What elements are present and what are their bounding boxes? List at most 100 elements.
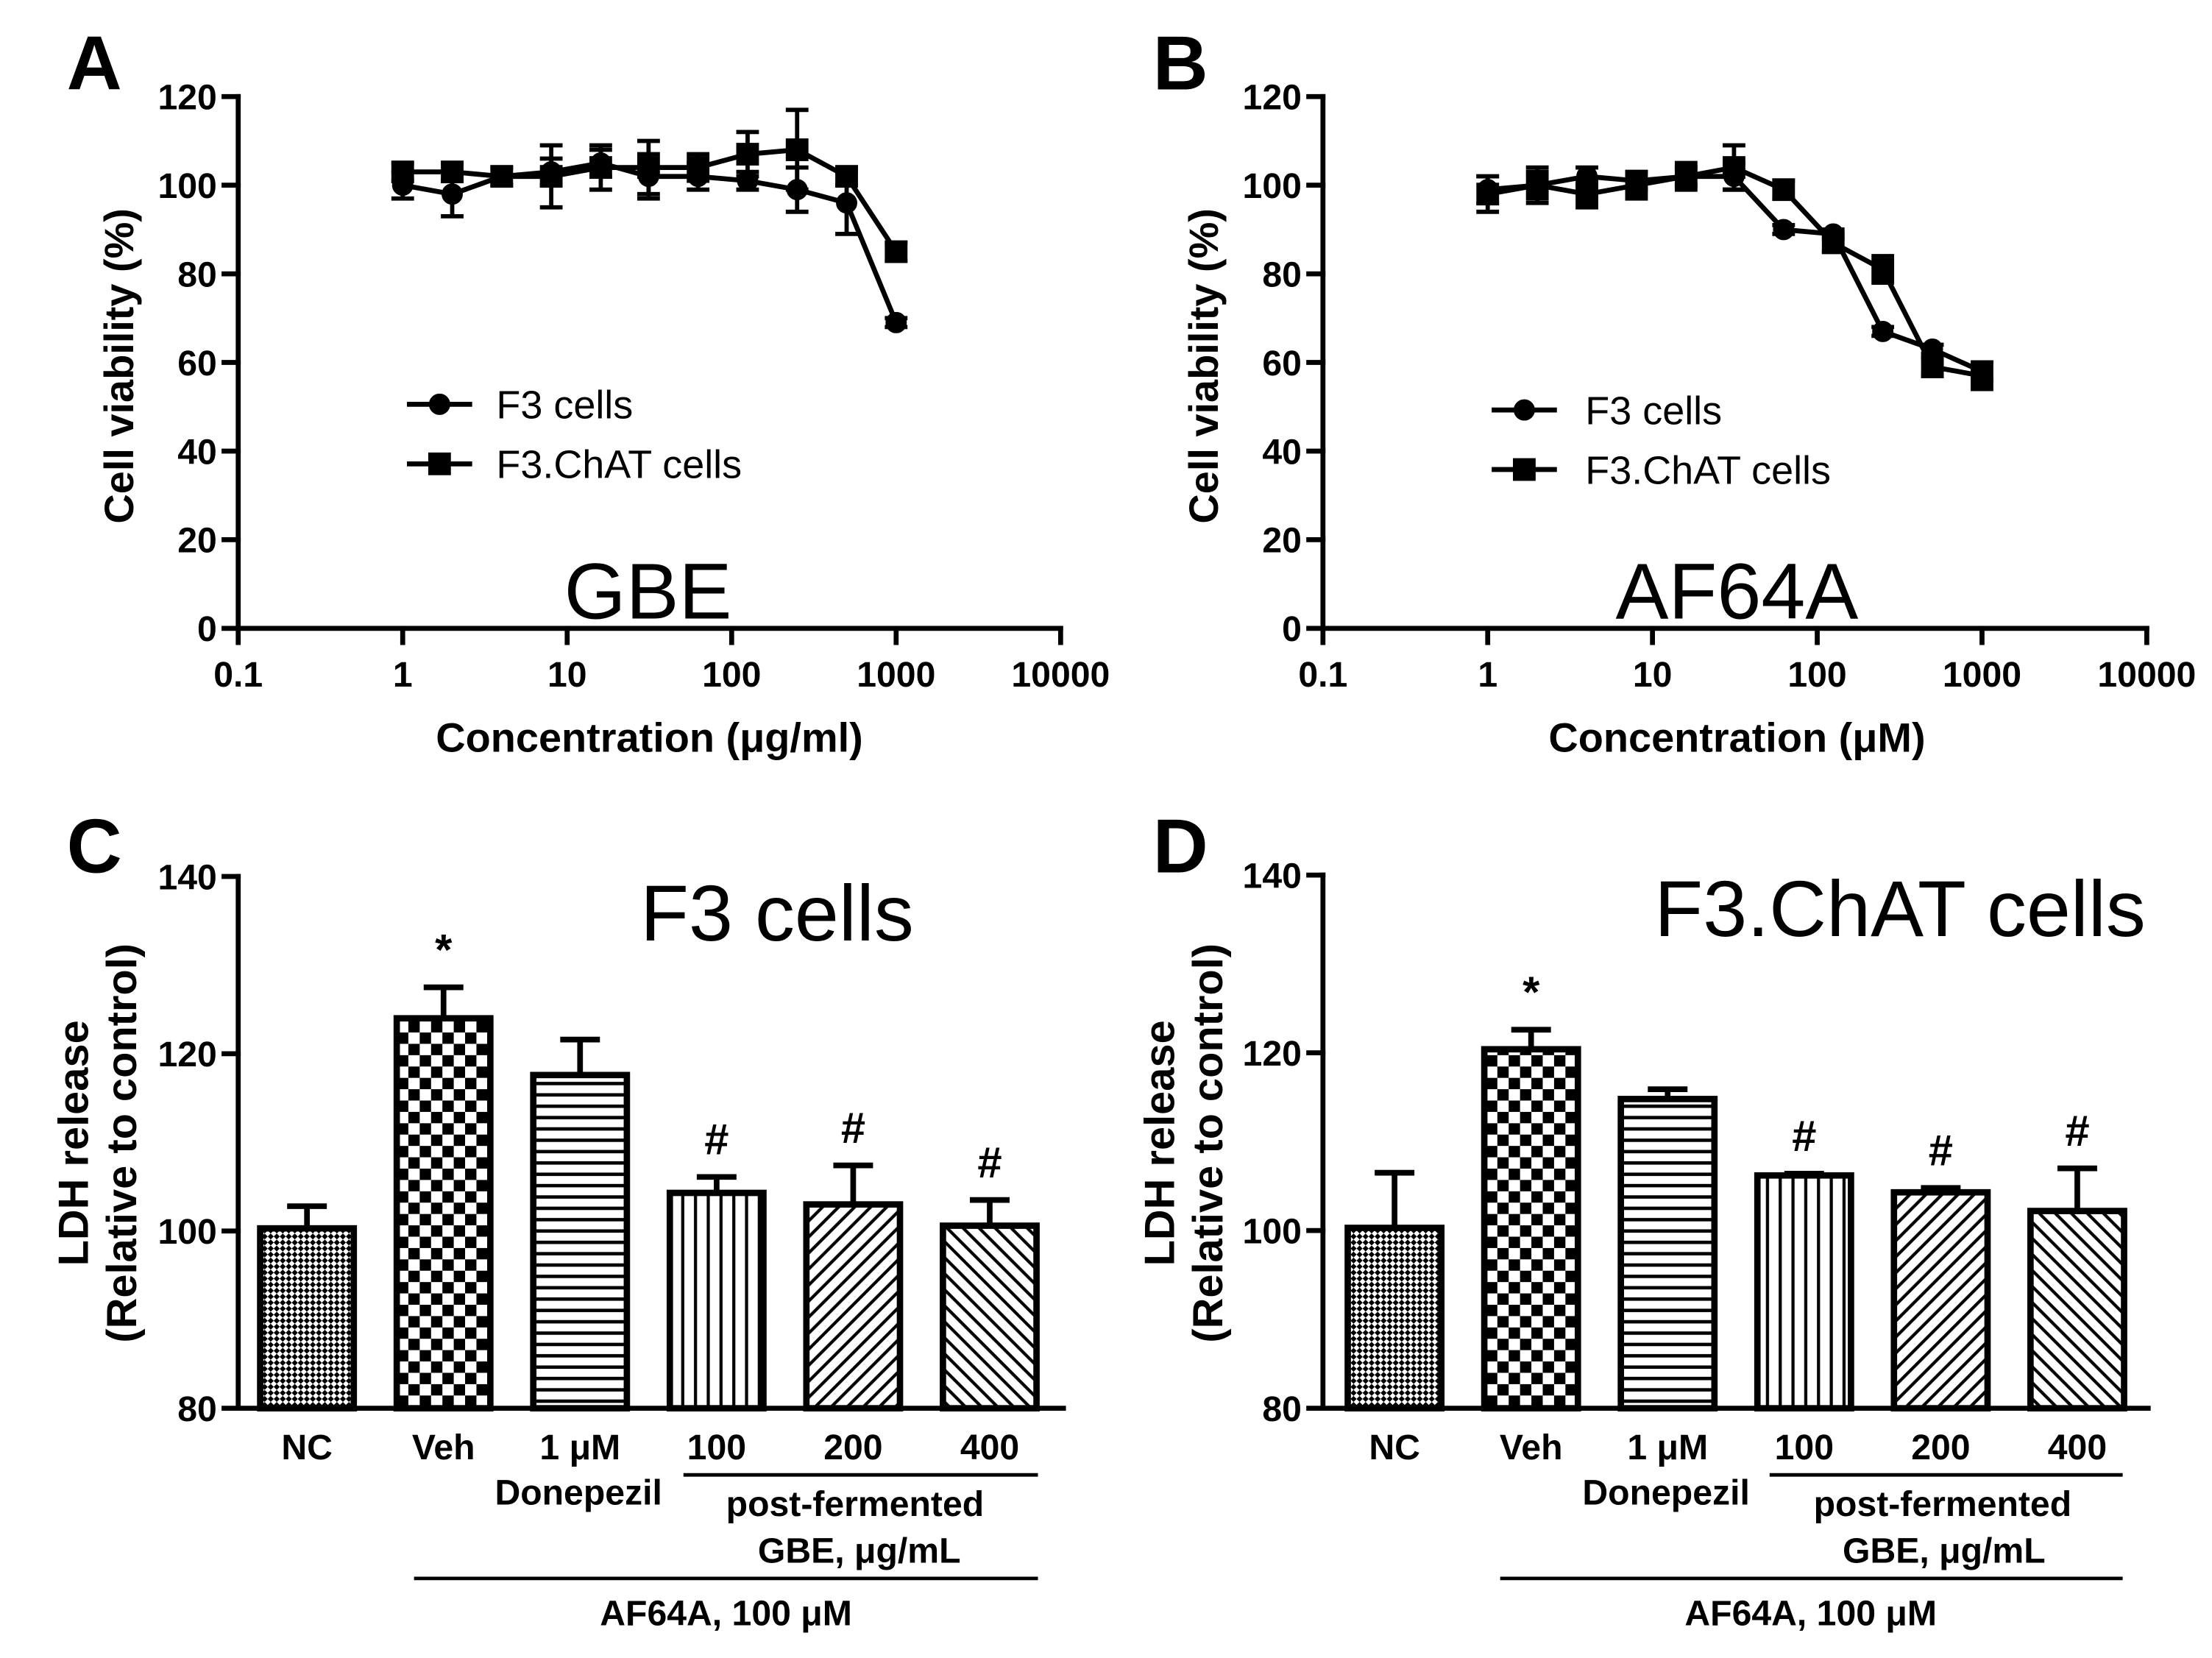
bar xyxy=(666,1189,767,1411)
x-tick-label: 1 xyxy=(393,655,413,695)
bar-group-200: # xyxy=(1890,1125,1991,1411)
bar xyxy=(530,1071,631,1411)
x-tick-label: 1 xyxy=(1478,655,1497,695)
data-point-square xyxy=(1772,178,1796,202)
data-point-square xyxy=(1871,258,1895,281)
y-tick-label: 80 xyxy=(1262,1389,1302,1429)
data-point-square xyxy=(589,156,612,180)
legend: F3 cells F3.ChAT cells xyxy=(1492,389,1831,492)
fermented-unit-label: GBE, μg/mL xyxy=(1843,1531,2046,1571)
legend-item-f3-cells: F3 cells xyxy=(1492,389,1722,433)
y-tick-label: 100 xyxy=(1243,166,1302,206)
category-label: NC xyxy=(1369,1428,1420,1467)
bar-group-200: # xyxy=(803,1103,904,1411)
data-point-circle xyxy=(1773,219,1795,241)
y-axis-label: Cell viability (%) xyxy=(96,208,142,523)
fermented-label: post-fermented xyxy=(1814,1484,2072,1524)
significance-marker: * xyxy=(1522,967,1540,1016)
category-label: NC xyxy=(281,1428,333,1467)
bar-group-veh: * xyxy=(393,925,494,1411)
data-point-square xyxy=(637,156,660,180)
y-tick-label: 0 xyxy=(197,609,217,649)
bar-group-nc xyxy=(257,1203,358,1411)
legend-label: F3.ChAT cells xyxy=(1585,448,1831,492)
y-tick-label: 40 xyxy=(177,432,217,472)
data-point-circle xyxy=(442,183,463,205)
donepezil-label: Donepezil xyxy=(494,1473,662,1513)
bar-group-veh: * xyxy=(1481,967,1581,1411)
plot-area: 80 100 120 140 NC * Veh 1 μM #100 #200 #400 xyxy=(157,857,1066,1467)
significance-marker: # xyxy=(704,1114,729,1163)
legend-label: F3.ChAT cells xyxy=(496,443,742,487)
legend-item-f3-cells: F3 cells xyxy=(407,383,633,428)
data-point-circle xyxy=(737,170,759,192)
legend-square-marker xyxy=(1513,458,1536,481)
legend-circle-marker xyxy=(428,393,450,415)
y-tick-label: 20 xyxy=(177,521,217,561)
x-tick-label: 0.1 xyxy=(213,655,263,695)
y-tick-label: 140 xyxy=(157,857,216,897)
x-tick-label: 10000 xyxy=(1011,655,1110,695)
panel-letter: C xyxy=(67,804,122,889)
data-point-square xyxy=(1971,364,1993,388)
panel-letter: A xyxy=(67,21,122,107)
data-point-square xyxy=(490,165,514,188)
bar xyxy=(1890,1188,1991,1411)
significance-marker: # xyxy=(841,1103,865,1152)
data-point-square xyxy=(1821,231,1845,255)
x-tick-label: 100 xyxy=(702,655,761,695)
significance-marker: # xyxy=(1792,1111,1816,1161)
series-line-f3-chat-cells xyxy=(1487,165,1983,378)
data-point-square xyxy=(1723,156,1745,180)
x-tick-label: 0.1 xyxy=(1298,655,1347,695)
legend: F3 cells F3.ChAT cells xyxy=(407,383,742,487)
plot-title: GBE xyxy=(564,546,732,635)
plot-title: F3 cells xyxy=(640,868,914,957)
panel-letter: D xyxy=(1153,804,1208,889)
data-point-square xyxy=(1921,355,1944,378)
data-point-square xyxy=(687,156,710,180)
treatment-label: AF64A, 100 μM xyxy=(1684,1593,1937,1633)
series-line-f3-cells xyxy=(1487,174,1983,374)
data-point-circle xyxy=(885,311,907,333)
x-tick-label: 1000 xyxy=(1943,655,2021,695)
y-axis-label-sub: (Relative to control) xyxy=(99,943,146,1343)
axes: 0 20 40 60 80 100 120 0.1 1 10 100 1000 10000 xyxy=(157,78,1110,695)
markers-f3-cells xyxy=(391,152,907,333)
fermented-unit-label: GBE, μg/mL xyxy=(758,1531,961,1571)
bar xyxy=(1617,1096,1718,1411)
group-labels: Donepezil post-fermented GBE, μg/mL AF64… xyxy=(1500,1473,2123,1633)
y-tick-label: 120 xyxy=(1243,1034,1302,1074)
category-label: 1 μM xyxy=(1627,1428,1708,1467)
x-tick-label: 10 xyxy=(1633,655,1673,695)
y-axis-label-sub: (Relative to control) xyxy=(1185,943,1232,1343)
category-label: 100 xyxy=(1775,1428,1834,1467)
category-label: Veh xyxy=(412,1428,475,1467)
y-tick-label: 120 xyxy=(157,1035,216,1074)
x-axis-label: Concentration (μg/ml) xyxy=(436,714,863,760)
category-label: 200 xyxy=(1911,1428,1970,1467)
plot-title: F3.ChAT cells xyxy=(1654,864,2146,953)
markers-f3-chat-cells xyxy=(391,138,908,263)
data-point-square xyxy=(1476,183,1500,206)
data-point-square xyxy=(1674,165,1698,188)
significance-marker: * xyxy=(435,925,453,974)
plot-area: 0 20 40 60 80 100 120 0.1 1 10 100 1000 10000 xyxy=(1243,78,2197,695)
y-tick-label: 80 xyxy=(177,1389,217,1429)
bar xyxy=(2027,1208,2127,1411)
category-label: 100 xyxy=(687,1428,746,1467)
markers-f3-cells xyxy=(1477,166,1993,383)
y-tick-label: 100 xyxy=(157,166,216,206)
y-tick-label: 40 xyxy=(1262,432,1302,472)
data-point-square xyxy=(885,240,908,263)
bar xyxy=(1344,1225,1445,1411)
y-axis-label: LDH release xyxy=(50,1020,97,1266)
x-tick-label: 10000 xyxy=(2097,655,2196,695)
axes: 0 20 40 60 80 100 120 0.1 1 10 100 1000 10000 xyxy=(1243,78,2197,695)
panel-d: D 80 100 120 140 NC * Veh 1 μM #100 #200 #400 F3.C… xyxy=(1136,804,2151,1633)
data-point-square xyxy=(539,165,563,188)
y-tick-label: 120 xyxy=(1243,78,1302,118)
plot-title: AF64A xyxy=(1616,546,1859,635)
y-axis-label: Cell viability (%) xyxy=(1180,208,1227,523)
